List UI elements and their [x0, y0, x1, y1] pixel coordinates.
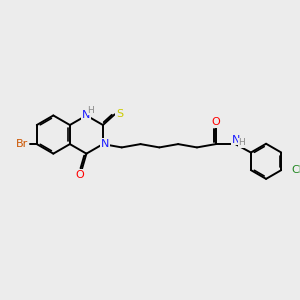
Text: O: O	[76, 170, 84, 180]
Text: H: H	[88, 106, 94, 115]
Text: N: N	[100, 139, 109, 149]
Text: Br: Br	[16, 139, 28, 149]
Text: N: N	[232, 135, 241, 145]
Text: N: N	[82, 110, 90, 120]
Text: S: S	[116, 109, 123, 119]
Text: Cl: Cl	[291, 165, 300, 175]
Text: O: O	[212, 118, 220, 128]
Text: H: H	[238, 139, 245, 148]
